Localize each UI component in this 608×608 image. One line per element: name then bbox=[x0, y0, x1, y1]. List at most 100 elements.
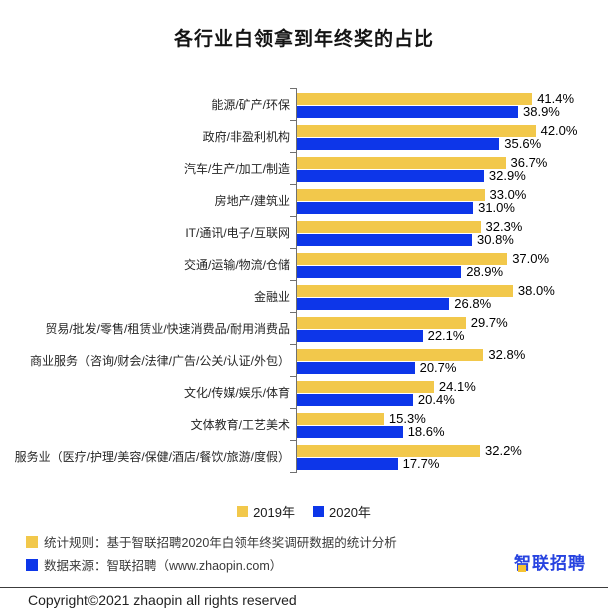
bar-line-2019年: 37.0% bbox=[297, 251, 608, 266]
bar-2020年 bbox=[297, 234, 472, 246]
bar-line-2019年: 33.0% bbox=[297, 187, 608, 202]
value-label: 18.6% bbox=[407, 424, 445, 439]
bar-line-2019年: 15.3% bbox=[297, 411, 608, 426]
chart-row: 金融业 38.0% 26.8% bbox=[0, 280, 608, 313]
zhaopin-logo-text: 智联招聘 bbox=[514, 554, 586, 573]
bar-line-2019年: 41.4% bbox=[297, 91, 608, 106]
value-label: 38.9% bbox=[523, 104, 560, 119]
category-bars: 33.0% 31.0% bbox=[290, 184, 608, 217]
plot-rows: 能源/矿产/环保 41.4% 38.9% 政府/非盈利机构 42.0% 35.6% 汽车/生… bbox=[0, 88, 608, 473]
bar-line-2019年: 32.8% bbox=[297, 347, 608, 362]
value-label: 31.0% bbox=[478, 200, 515, 215]
value-label: 28.9% bbox=[466, 264, 504, 279]
bar-2020年 bbox=[297, 458, 398, 470]
logo-accent-square bbox=[518, 565, 526, 572]
legend-item-2020: 2020年 bbox=[313, 502, 371, 521]
chart-row: 能源/矿产/环保 41.4% 38.9% bbox=[0, 88, 608, 121]
footnote-swatch-yellow bbox=[26, 535, 38, 548]
divider-line bbox=[0, 587, 608, 588]
value-label: 37.0% bbox=[512, 251, 550, 266]
legend-item-2019: 2019年 bbox=[237, 502, 295, 521]
bar-line-2019年: 29.7% bbox=[297, 316, 608, 329]
value-label: 36.7% bbox=[510, 155, 548, 170]
bar-line-2020年: 20.7% bbox=[297, 360, 608, 375]
value-label: 22.1% bbox=[427, 328, 465, 343]
value-label: 24.1% bbox=[438, 379, 476, 394]
value-label: 42.0% bbox=[540, 123, 578, 138]
bar-2020年 bbox=[297, 394, 413, 406]
category-bars: 42.0% 35.6% bbox=[290, 120, 608, 153]
chart-row: 汽车/生产/加工/制造 36.7% 32.9% bbox=[0, 152, 608, 185]
value-label: 41.4% bbox=[537, 91, 575, 106]
value-label: 20.7% bbox=[419, 360, 457, 375]
category-label: 能源/矿产/环保 bbox=[211, 97, 290, 112]
legend-label-2019: 2019年 bbox=[253, 504, 295, 520]
bar-chart: 能源/矿产/环保 41.4% 38.9% 政府/非盈利机构 42.0% 35.6% 汽车/生… bbox=[0, 88, 608, 473]
bar-line-2020年: 17.7% bbox=[297, 456, 608, 471]
value-label: 17.7% bbox=[402, 456, 440, 471]
value-label: 30.8% bbox=[477, 232, 514, 247]
category-label: 文体教育/工艺美术 bbox=[190, 417, 290, 432]
bar-2019年 bbox=[297, 413, 384, 425]
value-label: 32.3% bbox=[485, 219, 523, 234]
bar-line-2020年: 32.9% bbox=[297, 169, 608, 182]
chart-row: 文化/传媒/娱乐/体育 24.1% 20.4% bbox=[0, 376, 608, 409]
chart-row: 商业服务（咨询/财会/法律/广告/公关/认证/外包） 32.8% 20.7% bbox=[0, 344, 608, 377]
category-bars: 41.4% 38.9% bbox=[290, 88, 608, 121]
footnote-stat-rule-text: 统计规则：基于智联招聘2020年白领年终奖调研数据的统计分析 bbox=[44, 536, 397, 550]
bar-2020年 bbox=[297, 362, 415, 374]
category-bars: 29.7% 22.1% bbox=[290, 312, 608, 345]
category-label: 贸易/批发/零售/租赁业/快速消费品/耐用消费品 bbox=[45, 321, 290, 336]
bar-2020年 bbox=[297, 298, 450, 310]
bar-2019年 bbox=[297, 189, 485, 201]
legend: 2019年 2020年 bbox=[0, 502, 608, 521]
bar-2020年 bbox=[297, 106, 518, 118]
chart-row: 政府/非盈利机构 42.0% 35.6% bbox=[0, 120, 608, 153]
value-label: 15.3% bbox=[388, 411, 426, 426]
footnote-data-source: 数据来源：智联招聘（www.zhaopin.com） bbox=[26, 555, 397, 574]
value-label: 32.2% bbox=[485, 443, 522, 458]
bar-2019年 bbox=[297, 285, 513, 297]
bar-line-2019年: 42.0% bbox=[297, 123, 608, 138]
chart-title: 各行业白领拿到年终奖的占比 bbox=[173, 29, 434, 50]
category-bars: 24.1% 20.4% bbox=[290, 376, 608, 409]
category-bars: 32.2% 17.7% bbox=[290, 440, 608, 473]
copyright-text: Copyright©2021 zhaopin all rights reserv… bbox=[28, 592, 297, 608]
category-label: 商业服务（咨询/财会/法律/广告/公关/认证/外包） bbox=[29, 353, 290, 368]
bar-line-2020年: 30.8% bbox=[297, 232, 608, 247]
footnote-swatch-blue bbox=[26, 558, 38, 571]
value-label: 26.8% bbox=[454, 296, 492, 311]
category-label: 文化/传媒/娱乐/体育 bbox=[183, 385, 290, 400]
chart-row: 服务业（医疗/护理/美容/保健/酒店/餐饮/旅游/度假） 32.2% 17.7% bbox=[0, 440, 608, 473]
bar-2019年 bbox=[297, 381, 434, 393]
value-label: 33.0% bbox=[489, 187, 527, 202]
category-bars: 38.0% 26.8% bbox=[290, 280, 608, 313]
value-label: 35.6% bbox=[504, 136, 542, 151]
bar-line-2020年: 28.9% bbox=[297, 264, 608, 279]
category-label: 交通/运输/物流/仓储 bbox=[183, 257, 290, 272]
bar-2020年 bbox=[297, 330, 423, 342]
bar-2020年 bbox=[297, 138, 500, 150]
value-label: 32.8% bbox=[488, 347, 526, 362]
category-bars: 32.3% 30.8% bbox=[290, 216, 608, 249]
bar-2019年 bbox=[297, 157, 506, 169]
bar-line-2019年: 32.3% bbox=[297, 219, 608, 234]
category-label: 金融业 bbox=[253, 289, 290, 304]
bar-2019年 bbox=[297, 221, 481, 233]
bar-2019年 bbox=[297, 349, 484, 361]
chart-row: 贸易/批发/零售/租赁业/快速消费品/耐用消费品 29.7% 22.1% bbox=[0, 312, 608, 345]
bar-line-2020年: 22.1% bbox=[297, 328, 608, 343]
value-label: 38.0% bbox=[517, 283, 555, 298]
footnote-stat-rule: 统计规则：基于智联招聘2020年白领年终奖调研数据的统计分析 bbox=[26, 532, 397, 551]
footnotes: 统计规则：基于智联招聘2020年白领年终奖调研数据的统计分析 数据来源：智联招聘… bbox=[26, 532, 397, 578]
chart-row: 交通/运输/物流/仓储 37.0% 28.9% bbox=[0, 248, 608, 281]
bar-2019年 bbox=[297, 253, 508, 265]
bar-line-2020年: 31.0% bbox=[297, 200, 608, 215]
legend-swatch-2019 bbox=[237, 505, 249, 517]
legend-swatch-2020 bbox=[313, 505, 324, 517]
chart-row: 房地产/建筑业 33.0% 31.0% bbox=[0, 184, 608, 217]
bar-2019年 bbox=[297, 317, 466, 329]
category-label: 政府/非盈利机构 bbox=[202, 129, 290, 144]
chart-row: IT/通讯/电子/互联网 32.3% 30.8% bbox=[0, 216, 608, 249]
zhaopin-logo: 智联招聘 bbox=[514, 554, 586, 574]
